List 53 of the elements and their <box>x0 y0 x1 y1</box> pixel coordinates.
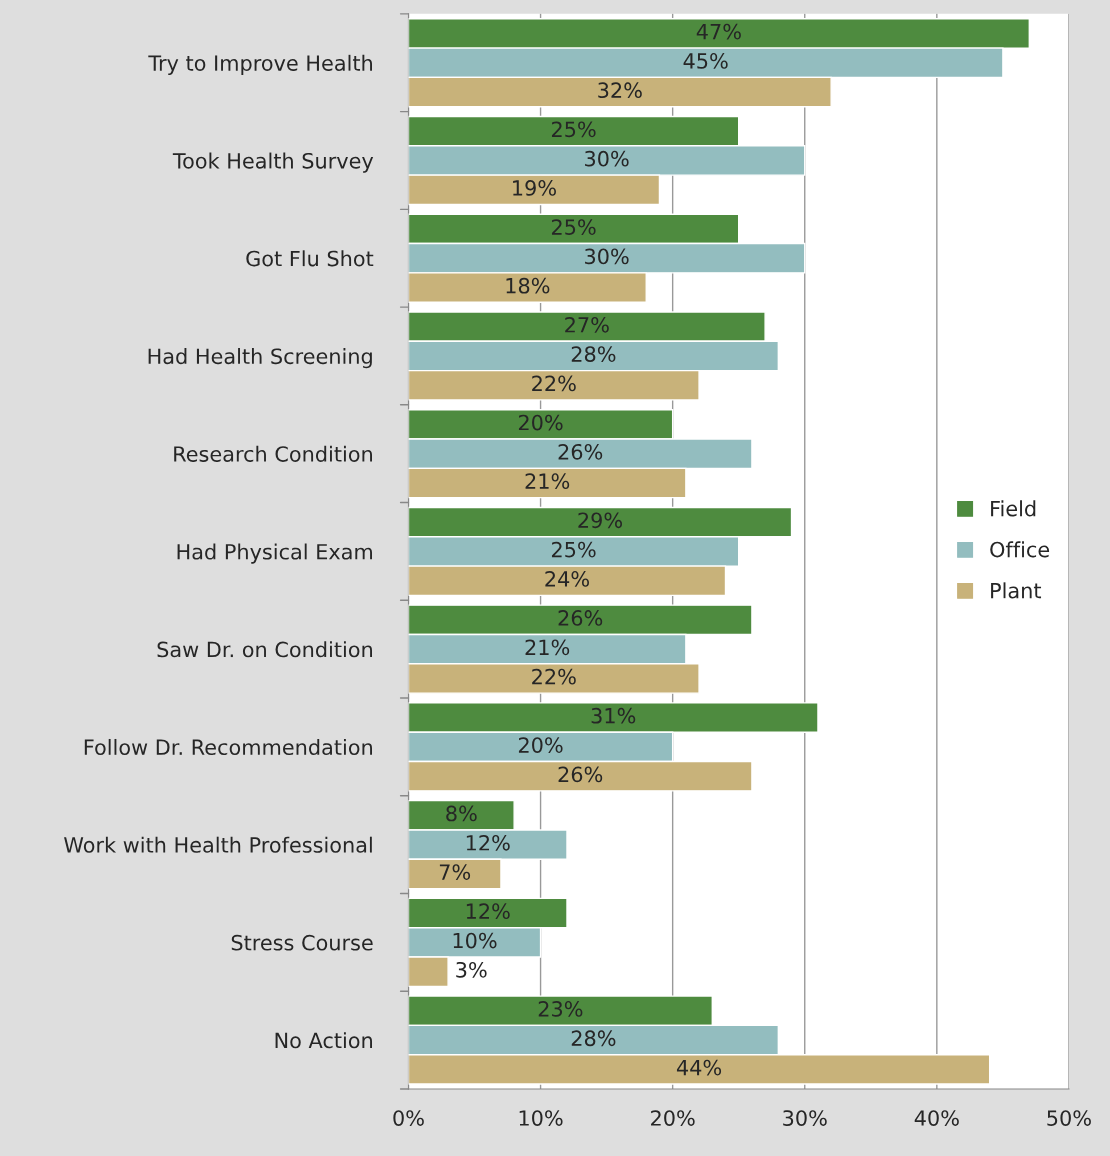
data-label: 25% <box>551 219 596 235</box>
data-label: 26% <box>558 443 603 460</box>
x-tick-label: 30% <box>783 1110 827 1126</box>
data-label: 3% <box>456 961 487 978</box>
x-tick-label: 40% <box>914 1110 959 1126</box>
legend-label: Plant <box>991 582 1042 599</box>
data-label: 22% <box>532 375 576 392</box>
data-label: 18% <box>506 277 550 294</box>
x-tick-label: 10% <box>519 1110 563 1126</box>
y-tick-label: Work with Health Professional <box>64 836 372 853</box>
data-label: 44% <box>676 1059 722 1076</box>
data-label: 21% <box>525 473 570 490</box>
data-label: 31% <box>591 707 636 724</box>
data-label: 20% <box>518 414 563 431</box>
y-tick-label: Follow Dr. Recommendation <box>84 738 372 756</box>
data-label: 30% <box>585 248 629 265</box>
data-label: 12% <box>466 903 510 920</box>
y-tick-label: Had Health Screening <box>148 348 372 369</box>
x-tick-label: 0% <box>393 1110 424 1126</box>
legend-label: Field <box>991 500 1036 517</box>
data-label: 27% <box>565 316 609 333</box>
data-label: 12% <box>466 834 510 851</box>
data-label: 28% <box>571 346 616 362</box>
data-label: 21% <box>525 639 570 656</box>
data-label: 28% <box>571 1030 616 1047</box>
data-label: 24% <box>545 571 589 587</box>
data-label: 7% <box>439 864 471 880</box>
y-tick-label: Got Flu Shot <box>246 250 374 267</box>
data-label: 32% <box>598 82 642 99</box>
data-label: 25% <box>551 121 596 138</box>
x-tick-label: 50% <box>1047 1110 1091 1126</box>
data-label: 25% <box>551 541 596 558</box>
y-tick-label: Stress Course <box>231 934 373 951</box>
data-label: 29% <box>578 512 623 529</box>
data-label: 19% <box>513 180 556 196</box>
data-label: 10% <box>453 932 497 949</box>
data-label: 30% <box>585 150 629 167</box>
x-tick-label: 20% <box>651 1110 695 1126</box>
y-tick-label: Saw Dr. on Condition <box>157 641 372 658</box>
data-label: 22% <box>532 668 576 685</box>
y-tick-label: Had Physical Exam <box>177 543 372 564</box>
data-label: 26% <box>558 766 603 783</box>
y-tick-label: No Action <box>275 1032 372 1049</box>
y-tick-label: Took Health Survey <box>172 152 374 173</box>
data-label: 45% <box>683 53 728 69</box>
data-label: 47% <box>696 23 741 40</box>
y-tick-label: Research Condition <box>174 445 372 462</box>
data-label: 23% <box>538 1001 583 1017</box>
data-label: 26% <box>558 610 603 626</box>
data-label: 20% <box>518 737 563 753</box>
data-label: 8% <box>446 805 477 822</box>
y-tick-label: Try to Improve Health <box>148 54 372 75</box>
legend-label: Office <box>990 541 1050 558</box>
